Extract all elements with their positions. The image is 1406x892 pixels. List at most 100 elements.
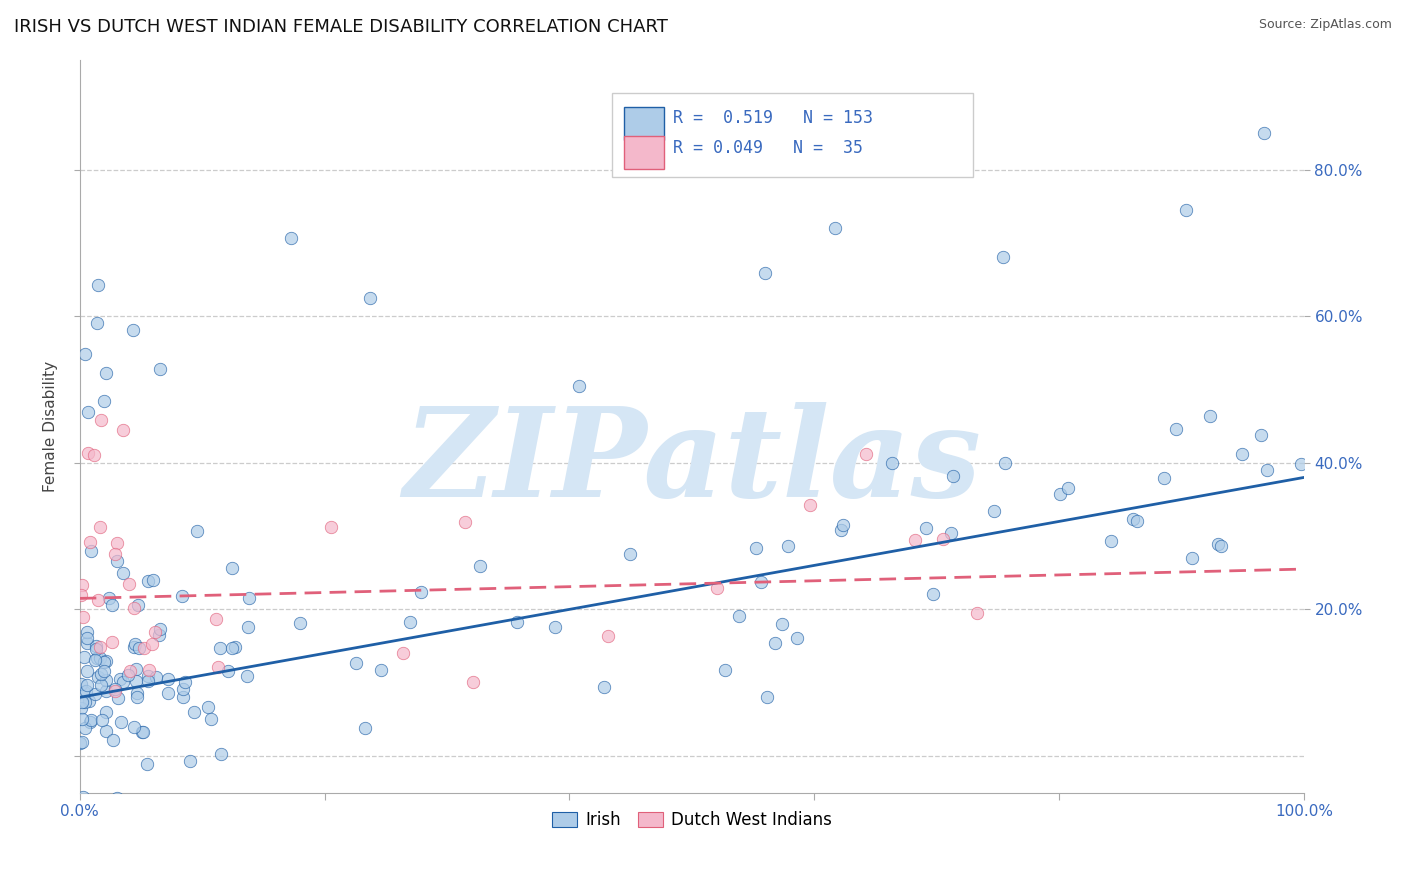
Point xyxy=(76,636,98,650)
Point xyxy=(824,221,846,235)
Point xyxy=(104,681,127,696)
Point xyxy=(93,664,115,678)
Point xyxy=(197,700,219,714)
Point xyxy=(1126,514,1149,528)
Point xyxy=(80,544,103,558)
Point xyxy=(76,631,98,645)
Point xyxy=(714,663,737,677)
Point xyxy=(86,316,108,330)
Point xyxy=(108,672,131,686)
Point xyxy=(136,669,159,683)
Point xyxy=(592,680,614,694)
Point xyxy=(127,598,149,612)
Point xyxy=(136,757,159,772)
Point xyxy=(105,536,128,550)
Point xyxy=(183,705,205,719)
Point xyxy=(170,589,193,603)
Point xyxy=(128,641,150,656)
Point xyxy=(1181,550,1204,565)
Point xyxy=(568,378,591,392)
Point xyxy=(754,266,776,280)
Point xyxy=(172,690,194,705)
Point xyxy=(101,635,124,649)
Point xyxy=(966,606,988,620)
Point xyxy=(105,554,128,568)
Point xyxy=(112,675,135,690)
Point xyxy=(1230,447,1253,461)
Point xyxy=(77,694,100,708)
Point xyxy=(904,533,927,548)
Point xyxy=(94,723,117,738)
Point xyxy=(1153,471,1175,485)
Point xyxy=(127,690,149,704)
Point xyxy=(104,683,127,698)
Point xyxy=(72,712,94,726)
Legend: Irish, Dutch West Indians: Irish, Dutch West Indians xyxy=(546,805,838,836)
Point xyxy=(236,620,259,634)
Point xyxy=(142,574,165,588)
Point xyxy=(136,574,159,589)
Point xyxy=(125,673,148,688)
Point xyxy=(83,687,105,701)
Point xyxy=(100,598,122,612)
Point xyxy=(80,713,103,727)
Point xyxy=(1206,537,1229,551)
Point xyxy=(993,456,1015,470)
Point xyxy=(73,650,96,665)
Text: IRISH VS DUTCH WEST INDIAN FEMALE DISABILITY CORRELATION CHART: IRISH VS DUTCH WEST INDIAN FEMALE DISABI… xyxy=(14,18,668,36)
Point xyxy=(468,559,491,574)
Point xyxy=(70,588,93,602)
Point xyxy=(79,715,101,730)
Point xyxy=(224,640,246,654)
Point xyxy=(89,640,111,655)
Point xyxy=(91,713,114,727)
Point xyxy=(87,278,110,293)
Point xyxy=(205,612,228,626)
Point xyxy=(1049,486,1071,500)
Point xyxy=(72,789,94,804)
Point xyxy=(880,456,903,470)
Point xyxy=(107,690,129,705)
Text: R = 0.049   N =  35: R = 0.049 N = 35 xyxy=(673,138,863,157)
Point xyxy=(1166,421,1188,435)
Point xyxy=(914,521,936,535)
Point xyxy=(217,664,239,678)
Point xyxy=(706,581,728,595)
Point xyxy=(619,547,641,561)
Point xyxy=(149,622,172,636)
Point xyxy=(1056,481,1078,495)
Point xyxy=(454,515,477,529)
Point xyxy=(94,683,117,698)
Point xyxy=(83,448,105,462)
Point xyxy=(97,591,120,606)
Point xyxy=(1198,409,1220,423)
Point xyxy=(73,685,96,699)
Point xyxy=(207,659,229,673)
FancyBboxPatch shape xyxy=(624,107,664,140)
Point xyxy=(111,566,134,581)
Text: R =  0.519   N = 153: R = 0.519 N = 153 xyxy=(673,109,873,128)
Point xyxy=(70,735,93,749)
Point xyxy=(122,720,145,734)
Point xyxy=(90,666,112,681)
Text: ZIPatlas: ZIPatlas xyxy=(402,402,981,524)
Point xyxy=(84,653,107,667)
Point xyxy=(983,504,1005,518)
Point xyxy=(200,712,222,726)
Point xyxy=(89,519,111,533)
Point xyxy=(745,541,768,555)
Point xyxy=(77,405,100,419)
Point xyxy=(173,675,195,690)
Point xyxy=(70,797,93,811)
Point xyxy=(76,664,98,678)
Point xyxy=(148,628,170,642)
Point xyxy=(186,524,208,539)
Point xyxy=(1174,203,1197,218)
FancyBboxPatch shape xyxy=(612,93,973,177)
FancyBboxPatch shape xyxy=(624,136,664,169)
Point xyxy=(117,667,139,681)
Point xyxy=(1211,539,1233,553)
Point xyxy=(831,517,853,532)
Point xyxy=(76,625,98,640)
Point xyxy=(939,525,962,540)
